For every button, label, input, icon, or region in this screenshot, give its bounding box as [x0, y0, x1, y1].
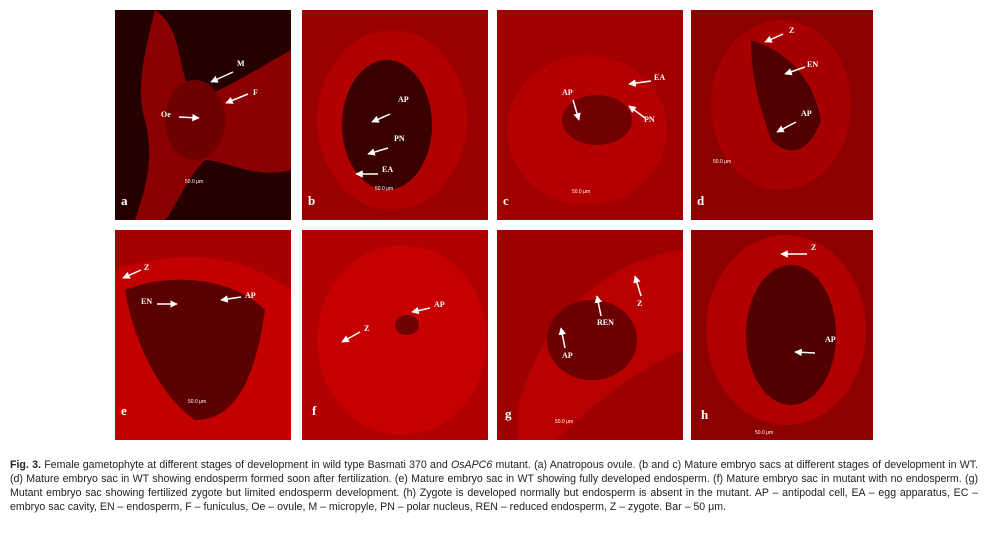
panel-a: M F Oe 50.0 μm a: [115, 10, 291, 220]
scale-bar-e: 50.0 μm: [188, 399, 207, 405]
scale-bar-a: 50.0 μm: [185, 179, 204, 185]
label-en: EN: [807, 60, 819, 69]
label-ap: AP: [245, 291, 256, 300]
figure-caption: Fig. 3. Female gametophyte at different …: [10, 458, 978, 514]
label-f: F: [253, 88, 258, 97]
arrows-d: [764, 33, 806, 133]
label-ren: REN: [597, 318, 614, 327]
micrograph-d: [711, 20, 851, 190]
label-ap: AP: [562, 351, 573, 360]
arrows-g: [558, 275, 642, 349]
micrograph-g: [517, 250, 683, 440]
arrows-e: [122, 269, 242, 308]
micrograph-e: [115, 256, 291, 440]
panel-label-c: c: [503, 193, 509, 208]
label-oe: Oe: [161, 110, 171, 119]
arrows-c: [572, 79, 652, 121]
arrows-f: [341, 306, 431, 343]
label-ap: AP: [398, 95, 409, 104]
panel-label-a: a: [121, 193, 128, 208]
arrows-a: [178, 71, 249, 122]
panel-f: AP Z f: [302, 230, 488, 440]
label-en: EN: [141, 297, 153, 306]
label-z: Z: [789, 26, 795, 35]
label-ap: AP: [825, 335, 836, 344]
micrograph-c: [507, 55, 667, 205]
scale-bar-b: 50.0 μm: [375, 186, 394, 192]
label-pn: PN: [394, 134, 405, 143]
caption-text-2: mutant. (a) Anatropous ovule. (b and c) …: [10, 459, 978, 513]
panel-d: Z EN AP 50.0 μm d: [691, 10, 873, 220]
figure-number: Fig. 3.: [10, 459, 41, 471]
scale-bar-d: 50.0 μm: [713, 159, 732, 165]
scale-bar-c: 50.0 μm: [572, 189, 591, 195]
panel-label-d: d: [697, 193, 705, 208]
arrows-b: [355, 113, 391, 178]
label-z: Z: [637, 299, 643, 308]
panel-label-g: g: [505, 406, 512, 421]
panel-g: REN Z AP 50.0 μm g: [497, 230, 683, 440]
label-ea: EA: [382, 165, 394, 174]
panel-label-b: b: [308, 193, 316, 208]
panel-label-h: h: [701, 407, 709, 422]
panel-h: Z AP 50.0 μm h: [691, 230, 873, 440]
panel-label-f: f: [312, 403, 317, 418]
label-ea: EA: [654, 73, 666, 82]
micrograph-f: [317, 245, 487, 435]
panel-b: AP PN EA 50.0 μm b: [302, 10, 488, 220]
caption-text-1: Female gametophyte at different stages o…: [40, 459, 451, 471]
label-ap: AP: [434, 300, 445, 309]
label-z: Z: [364, 324, 370, 333]
micrograph-h: [706, 235, 866, 425]
micrograph-b: [317, 30, 467, 210]
panel-c: AP EA PN 50.0 μm c: [497, 10, 683, 220]
label-ap: AP: [801, 109, 812, 118]
panel-e: Z EN AP 50.0 μm e: [115, 230, 291, 440]
label-ap: AP: [562, 88, 573, 97]
gene-name: OsAPC6: [451, 459, 493, 471]
label-z: Z: [144, 263, 150, 272]
arrows-h: [780, 250, 816, 357]
panel-label-e: e: [121, 403, 127, 418]
label-z: Z: [811, 243, 817, 252]
scale-bar-h: 50.0 μm: [755, 430, 774, 436]
scale-bar-g: 50.0 μm: [555, 419, 574, 425]
label-m: M: [237, 59, 245, 68]
label-pn: PN: [644, 115, 655, 124]
